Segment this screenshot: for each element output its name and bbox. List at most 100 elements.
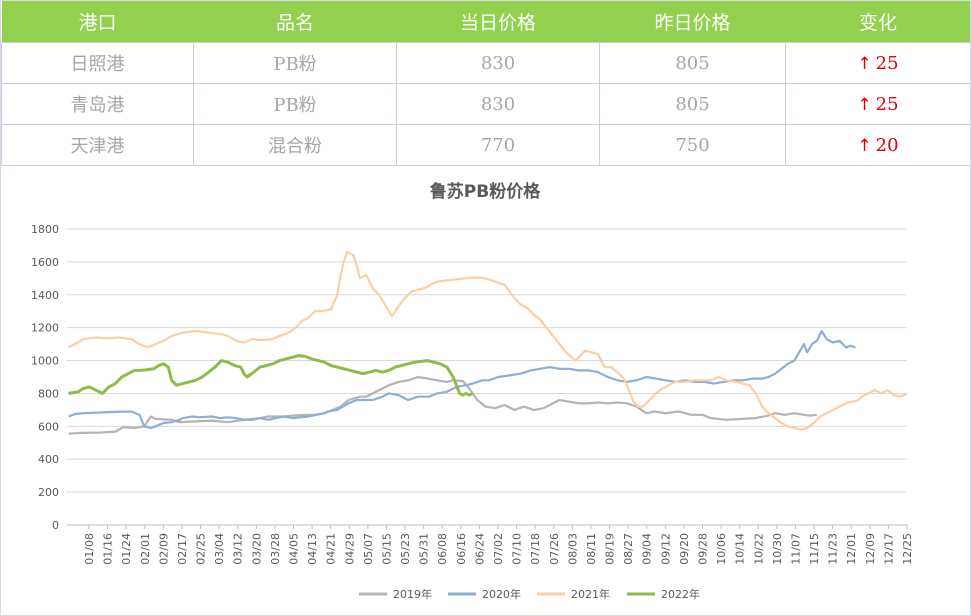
change-value: 25 — [875, 52, 899, 74]
x-tick-label: 11/23 — [827, 533, 840, 565]
x-tick-label: 03/04 — [213, 533, 226, 565]
cell-yesterday-price: 805 — [599, 42, 786, 84]
cell-change: ↑ 20 — [785, 124, 970, 166]
x-tick-label: 05/31 — [418, 533, 431, 565]
change-value: 20 — [875, 134, 899, 156]
price-table: 港口 品名 当日价格 昨日价格 变化 日照港 PB粉 830 805 ↑ 25 青… — [1, 1, 970, 166]
chart-series — [68, 250, 908, 435]
x-tick-label: 10/22 — [752, 533, 765, 565]
x-tick-label: 09/12 — [659, 533, 672, 565]
x-tick-label: 02/25 — [195, 533, 208, 565]
x-tick-label: 09/04 — [641, 533, 654, 565]
x-tick-label: 09/20 — [678, 533, 691, 565]
cell-change: ↑ 25 — [785, 42, 970, 84]
x-tick-label: 02/01 — [139, 533, 152, 565]
x-tick-label: 10/14 — [734, 533, 747, 565]
y-tick-label: 400 — [38, 453, 59, 466]
cell-yesterday-price: 750 — [599, 124, 786, 166]
cell-yesterday-price: 805 — [599, 83, 786, 125]
cell-today-price: 770 — [396, 124, 600, 166]
header-yesterday-price: 昨日价格 — [599, 1, 786, 43]
series-line-2 — [68, 329, 856, 430]
y-tick-label: 0 — [52, 519, 59, 532]
chart-grid — [67, 228, 908, 529]
x-tick-label: 05/15 — [380, 533, 393, 565]
table-row: 青岛港 PB粉 830 805 ↑ 25 — [1, 83, 970, 125]
series-line-4 — [68, 354, 474, 397]
y-tick-label: 800 — [38, 387, 59, 400]
x-tick-label: 12/01 — [845, 533, 858, 565]
series-line-1 — [68, 375, 818, 435]
cell-port: 青岛港 — [1, 83, 194, 125]
y-tick-label: 600 — [38, 420, 59, 433]
x-tick-label: 03/20 — [250, 533, 263, 565]
x-tick-label: 07/18 — [529, 533, 542, 565]
y-tick-label: 1800 — [31, 223, 59, 236]
legend-label: 2019年 — [393, 587, 432, 601]
x-tick-label: 11/15 — [808, 533, 821, 565]
x-tick-label: 08/03 — [566, 533, 579, 565]
cell-product: 混合粉 — [193, 124, 397, 166]
x-tick-label: 06/08 — [436, 533, 449, 565]
legend-label: 2022年 — [661, 587, 700, 601]
x-tick-label: 07/26 — [548, 533, 561, 565]
cell-today-price: 830 — [396, 42, 600, 84]
x-tick-label: 05/23 — [399, 533, 412, 565]
x-tick-label: 08/19 — [604, 533, 617, 565]
table-header-row: 港口 品名 当日价格 昨日价格 变化 — [1, 1, 970, 43]
x-tick-label: 02/09 — [157, 533, 170, 565]
x-tick-label: 06/24 — [473, 533, 486, 565]
x-tick-label: 06/16 — [455, 533, 468, 565]
series-line-3 — [68, 250, 908, 431]
x-tick-label: 01/16 — [102, 533, 115, 565]
change-value: 25 — [875, 93, 899, 115]
x-tick-label: 08/11 — [585, 533, 598, 565]
x-tick-label: 10/30 — [771, 533, 784, 565]
x-tick-label: 01/08 — [83, 533, 96, 565]
table-row: 日照港 PB粉 830 805 ↑ 25 — [1, 42, 970, 84]
cell-product: PB粉 — [193, 83, 397, 125]
up-arrow-icon: ↑ — [857, 53, 872, 74]
x-tick-label: 10/06 — [715, 533, 728, 565]
x-tick-label: 03/12 — [232, 533, 245, 565]
table-row: 天津港 混合粉 770 750 ↑ 20 — [1, 124, 970, 166]
y-tick-label: 200 — [38, 486, 59, 499]
x-tick-label: 08/27 — [622, 533, 635, 565]
cell-product: PB粉 — [193, 42, 397, 84]
cell-port: 日照港 — [1, 42, 194, 84]
cell-port: 天津港 — [1, 124, 194, 166]
x-tick-label: 04/05 — [288, 533, 301, 565]
y-tick-label: 1200 — [31, 322, 59, 335]
legend-label: 2020年 — [482, 587, 521, 601]
x-axis-ticks: 01/08 01/16 01/24 02/01 02/09 02/17 02/25 03/04… — [83, 533, 914, 565]
x-tick-label: 03/28 — [269, 533, 282, 565]
header-product: 品名 — [193, 1, 397, 43]
y-tick-label: 1000 — [31, 355, 59, 368]
cell-change: ↑ 25 — [785, 83, 970, 125]
x-tick-label: 12/17 — [882, 533, 895, 565]
y-tick-label: 1600 — [31, 256, 59, 269]
x-tick-label: 07/02 — [492, 533, 505, 565]
x-tick-label: 04/21 — [325, 533, 338, 565]
price-line-chart: 鲁苏PB粉价格 0 200 400 600 800 1000 1200 1400 1600 180… — [31, 181, 914, 601]
header-today-price: 当日价格 — [396, 1, 600, 43]
y-tick-label: 1400 — [31, 289, 59, 302]
header-port: 港口 — [1, 1, 194, 43]
x-tick-label: 11/07 — [789, 533, 802, 565]
legend-label: 2021年 — [571, 587, 610, 601]
x-tick-label: 01/24 — [120, 533, 133, 565]
x-tick-label: 07/10 — [511, 533, 524, 565]
header-change: 变化 — [785, 1, 970, 43]
x-tick-label: 12/25 — [901, 533, 914, 565]
chart-title: 鲁苏PB粉价格 — [430, 181, 541, 202]
x-tick-label: 04/13 — [306, 533, 319, 565]
up-arrow-icon: ↑ — [857, 94, 872, 115]
cell-today-price: 830 — [396, 83, 600, 125]
up-arrow-icon: ↑ — [857, 135, 872, 156]
x-tick-label: 02/17 — [176, 533, 189, 565]
x-tick-label: 04/29 — [343, 533, 356, 565]
y-axis-ticks: 0 200 400 600 800 1000 1200 1400 1600 1800 — [31, 223, 59, 532]
chart-legend: 2019年 2020年 2021年 2022年 — [359, 587, 700, 601]
x-tick-label: 12/09 — [864, 533, 877, 565]
